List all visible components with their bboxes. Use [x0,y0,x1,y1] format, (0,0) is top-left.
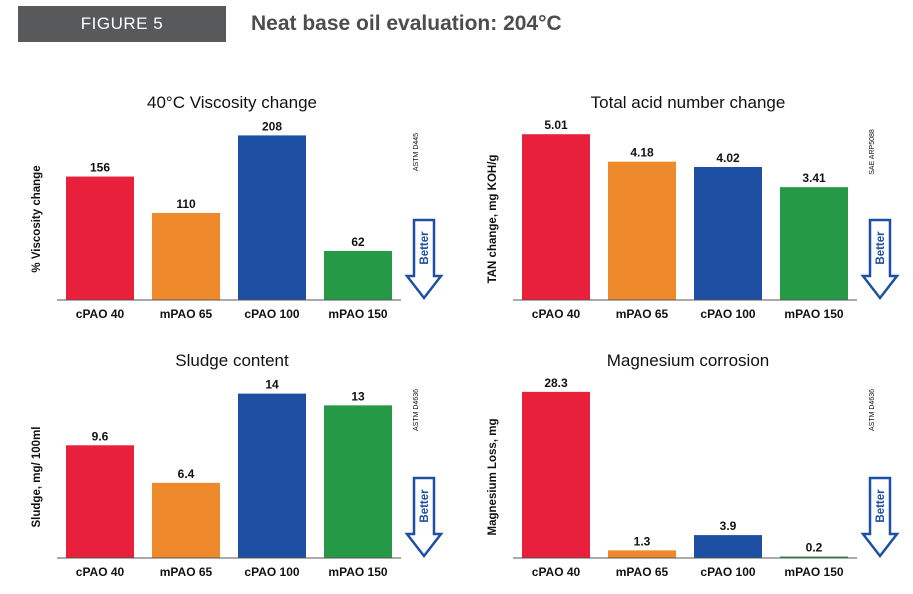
chart-title: Magnesium corrosion [607,351,770,370]
viscosity-chart: 40°C Viscosity change % Viscosity change A… [31,93,444,321]
chart-title: 40°C Viscosity change [147,93,317,112]
figure-label: FIGURE 5 [18,6,226,42]
y-axis-label: TAN change, mg KOH/g [487,155,499,284]
bar-mpao-150 [780,556,848,558]
category-tick-label: mPAO 65 [160,307,213,321]
bar-mpao-150 [780,187,848,300]
better-arrow-label: Better [875,489,887,523]
magnesium-chart: Magnesium corrosion Magnesium Loss, mg AST… [487,351,900,579]
chart-title: Total acid number change [591,93,786,112]
data-label: 0.2 [806,541,823,555]
category-tick-label: mPAO 150 [784,565,843,579]
data-label: 62 [351,235,365,249]
data-label: 14 [265,378,279,392]
category-tick-label: cPAO 100 [244,565,299,579]
figure-title: Neat base oil evaluation: 204°C [251,12,562,35]
bar-cpao-100 [238,135,306,300]
data-label: 3.9 [720,519,737,533]
category-tick-label: cPAO 100 [244,307,299,321]
better-arrow-icon [860,218,900,301]
data-label: 110 [176,197,196,211]
bar-cpao-100 [694,166,762,300]
test-standard-label: SAE ARP5088 [869,129,876,175]
data-label: 156 [90,161,110,175]
bar-mpao-65 [152,482,220,558]
test-standard-label: ASTM D4636 [413,389,420,431]
bar-cpao-40 [66,445,134,558]
better-arrow-label: Better [419,231,431,265]
better-arrow-icon [404,476,444,559]
data-label: 4.18 [630,146,654,160]
bar-cpao-100 [238,393,306,558]
bar-mpao-65 [608,550,676,558]
data-label: 4.02 [716,151,740,165]
category-tick-label: cPAO 40 [532,565,581,579]
better-arrow-label: Better [419,489,431,523]
category-tick-label: cPAO 100 [700,307,755,321]
category-tick-label: mPAO 65 [160,565,213,579]
sludge-chart: Sludge content Sludge, mg/ 100ml ASTM D463… [31,351,444,579]
y-axis-label: Magnesium Loss, mg [487,419,499,536]
bar-mpao-65 [608,161,676,300]
data-label: 13 [351,389,365,403]
better-arrow-icon [860,476,900,559]
data-label: 5.01 [544,118,568,132]
data-label: 208 [262,119,282,133]
test-standard-label: ASTM D445 [413,133,420,171]
category-tick-label: mPAO 150 [328,307,387,321]
bar-cpao-100 [694,535,762,558]
category-tick-label: mPAO 65 [616,565,669,579]
bar-mpao-150 [324,250,392,300]
bar-cpao-40 [522,391,590,558]
category-tick-label: cPAO 100 [700,565,755,579]
bar-mpao-150 [324,405,392,558]
test-standard-label: ASTM D4636 [869,389,876,431]
tan-chart: Total acid number change TAN change, mg K… [487,93,900,321]
bar-cpao-40 [522,134,590,300]
data-label: 3.41 [802,171,826,185]
data-label: 6.4 [178,467,195,481]
chart-title: Sludge content [175,351,289,370]
category-tick-label: cPAO 40 [532,307,581,321]
y-axis-label: Sludge, mg/ 100ml [31,427,43,528]
better-arrow-label: Better [875,231,887,265]
data-label: 1.3 [634,534,651,548]
bar-cpao-40 [66,176,134,300]
data-label: 28.3 [544,376,568,390]
data-label: 9.6 [92,429,109,443]
category-tick-label: cPAO 40 [76,565,125,579]
y-axis-label: % Viscosity change [31,165,43,272]
category-tick-label: mPAO 65 [616,307,669,321]
category-tick-label: mPAO 150 [328,565,387,579]
bar-mpao-65 [152,212,220,300]
category-tick-label: mPAO 150 [784,307,843,321]
category-tick-label: cPAO 40 [76,307,125,321]
better-arrow-icon [404,218,444,301]
